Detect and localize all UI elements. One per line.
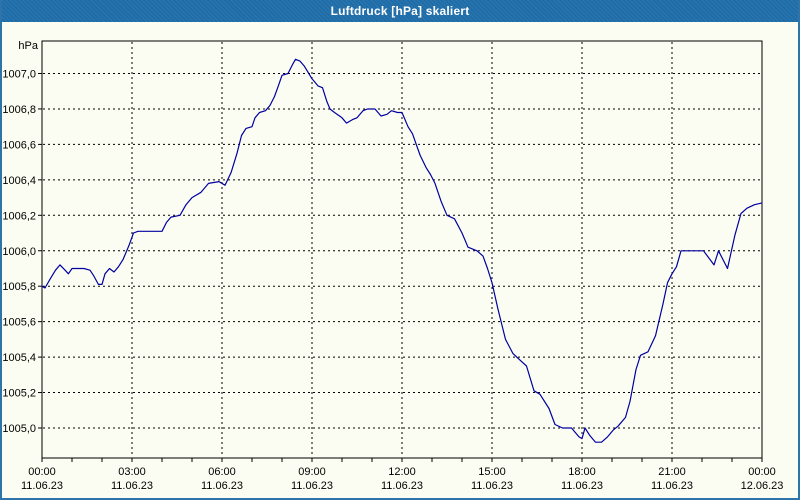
- x-tick-date-label: 11.06.23: [111, 480, 153, 492]
- x-tick-date-label: 12.06.23: [741, 480, 784, 492]
- x-tick-date-label: 11.06.23: [201, 480, 243, 492]
- y-tick-label: 1006,8: [2, 104, 36, 116]
- y-tick-label: 1005,6: [2, 317, 36, 329]
- x-tick-time-label: 18:00: [568, 466, 596, 478]
- pressure-curve: [41, 58, 763, 443]
- x-tick-time-label: 21:00: [658, 466, 686, 478]
- x-tick-time-label: 00:00: [748, 466, 776, 478]
- y-tick-label: 1006,0: [2, 246, 36, 258]
- x-tick-date-label: 11.06.23: [381, 480, 423, 492]
- x-tick-date-label: 11.06.23: [21, 480, 63, 492]
- y-tick-label: 1006,2: [2, 210, 36, 222]
- x-tick-time-label: 09:00: [298, 466, 326, 478]
- x-tick-time-label: 15:00: [478, 466, 506, 478]
- y-tick-label: 1006,4: [2, 175, 36, 187]
- y-axis-unit-label: hPa: [18, 40, 38, 52]
- y-tick-label: 1005,4: [2, 352, 36, 364]
- y-tick-label: 1005,0: [2, 423, 36, 435]
- chart-title: Luftdruck [hPa] skaliert: [330, 4, 470, 18]
- x-tick-time-label: 00:00: [28, 466, 56, 478]
- y-tick-label: 1005,8: [2, 281, 36, 293]
- x-tick-date-label: 11.06.23: [651, 480, 693, 492]
- y-tick-label: 1005,2: [2, 388, 36, 400]
- x-tick-date-label: 11.06.23: [561, 480, 603, 492]
- x-tick-time-label: 12:00: [388, 466, 416, 478]
- x-tick-date-label: 11.06.23: [471, 480, 513, 492]
- x-tick-time-label: 03:00: [118, 466, 146, 478]
- y-tick-label: 1006,6: [2, 139, 36, 151]
- x-tick-date-label: 11.06.23: [291, 480, 333, 492]
- title-bar: Luftdruck [hPa] skaliert: [2, 0, 798, 22]
- x-tick-time-label: 06:00: [208, 466, 236, 478]
- y-tick-label: 1007,0: [2, 69, 36, 81]
